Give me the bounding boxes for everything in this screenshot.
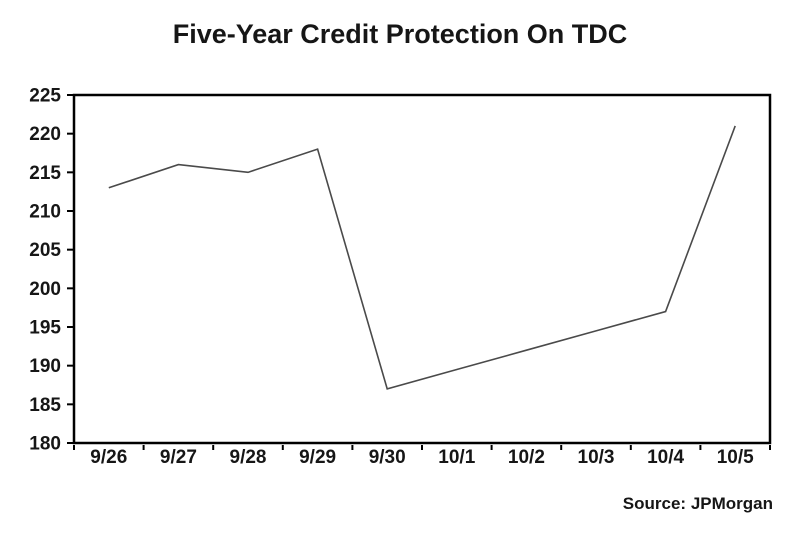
y-axis-label: 195 (29, 318, 61, 339)
y-axis-label: 215 (29, 163, 61, 184)
y-axis-label: 205 (29, 240, 61, 261)
y-axis-label: 190 (29, 356, 61, 377)
data-series-line (108, 125, 736, 390)
x-axis-label: 9/29 (299, 447, 336, 468)
chart-title: Five-Year Credit Protection On TDC (172, 19, 628, 49)
x-axis-label: 10/5 (717, 447, 754, 468)
y-axis-label: 185 (29, 395, 61, 416)
x-axis-label: 9/28 (230, 447, 267, 468)
x-axis-label: 10/1 (438, 447, 475, 468)
x-axis-label: 9/30 (369, 447, 406, 468)
x-axis-label: 9/26 (90, 447, 127, 468)
x-axis-label: 10/2 (508, 447, 545, 468)
y-axis-label: 210 (29, 202, 61, 223)
x-axis-label: 10/3 (578, 447, 615, 468)
x-axis-label: 10/4 (647, 447, 684, 468)
y-axis-label: 200 (29, 279, 61, 300)
y-axis-label: 225 (29, 86, 61, 107)
y-axis-label: 180 (29, 434, 61, 455)
source-attribution: Source: JPMorgan (622, 494, 773, 513)
plot-frame (72, 93, 772, 445)
y-axis-label: 220 (29, 124, 61, 145)
x-axis-label: 9/27 (160, 447, 197, 468)
